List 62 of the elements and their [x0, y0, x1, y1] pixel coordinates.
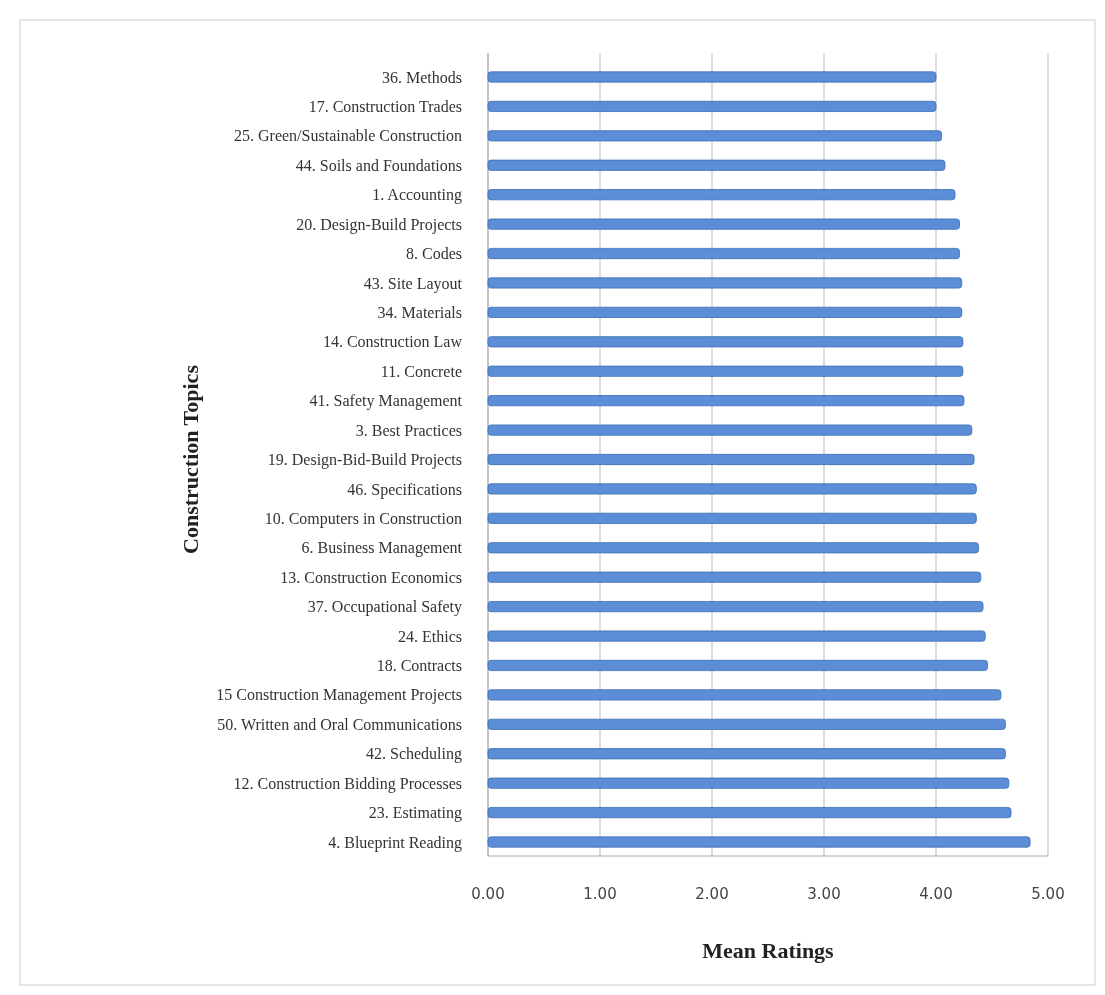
y-tick-label: 18. Contracts	[376, 657, 462, 675]
bar	[487, 189, 956, 201]
bar	[487, 365, 964, 377]
bar	[487, 807, 1012, 819]
bar	[487, 71, 937, 83]
bar	[487, 277, 963, 289]
y-tick-label: 42. Scheduling	[366, 745, 462, 764]
y-tick-label: 25. Green/Sustainable Construction	[234, 127, 462, 145]
y-tick-label: 34. Materials	[377, 303, 462, 321]
x-tick-label: 0.00	[471, 885, 505, 903]
x-axis-title: Mean Ratings	[702, 938, 835, 963]
y-tick-label: 41. Safety Management	[309, 392, 463, 411]
y-tick-label: 14. Construction Law	[322, 333, 463, 351]
y-tick-label: 19. Design-Bid-Build Projects	[267, 451, 462, 470]
bar	[487, 601, 984, 613]
bar	[487, 630, 986, 642]
bar	[487, 306, 963, 318]
bar	[487, 689, 1002, 701]
y-tick-label: 46. Specifications	[347, 480, 462, 499]
bar	[487, 718, 1006, 730]
y-tick-label: 20. Design-Build Projects	[296, 215, 462, 234]
y-tick-label: 24. Ethics	[398, 627, 462, 645]
y-tick-label: 36. Methods	[382, 68, 462, 86]
bar	[487, 777, 1010, 789]
y-tick-label: 11. Concrete	[380, 362, 462, 380]
bar	[487, 336, 964, 348]
y-tick-label: 1. Accounting	[372, 186, 462, 205]
y-tick-label: 43. Site Layout	[363, 274, 463, 293]
bar	[487, 218, 960, 230]
bar	[487, 395, 965, 407]
y-tick-label: 44. Soils and Foundations	[295, 156, 462, 174]
bar	[487, 659, 988, 672]
y-tick-label: 10. Computers in Construction	[264, 509, 462, 528]
y-tick-label: 37. Occupational Safety	[307, 598, 462, 617]
x-tick-label: 4.00	[919, 885, 953, 903]
bar	[487, 424, 973, 436]
bar	[487, 571, 982, 583]
y-tick-label: 50. Written and Oral Communications	[217, 715, 462, 733]
y-tick-label: 8. Codes	[406, 245, 462, 263]
bar	[487, 836, 1031, 848]
x-tick-label: 5.00	[1031, 885, 1065, 903]
bar	[487, 542, 979, 554]
bar	[487, 512, 977, 524]
bar	[487, 483, 977, 495]
x-tick-label: 2.00	[695, 885, 729, 903]
y-tick-label: 13. Construction Economics	[280, 568, 462, 586]
y-axis-title: Construction Topics	[178, 364, 203, 554]
y-tick-label: 23. Estimating	[368, 804, 462, 823]
bar	[487, 247, 960, 260]
y-tick-label: 12. Construction Bidding Processes	[233, 774, 462, 793]
bar	[487, 100, 937, 112]
bar	[487, 159, 946, 171]
bar	[487, 453, 975, 466]
bar	[487, 130, 942, 142]
y-tick-label: 15 Construction Management Projects	[216, 686, 462, 705]
y-tick-label: 4. Blueprint Reading	[328, 833, 462, 852]
x-tick-label: 1.00	[583, 885, 617, 903]
y-tick-label: 3. Best Practices	[355, 421, 462, 439]
x-tick-label: 3.00	[807, 885, 841, 903]
y-tick-label: 17. Construction Trades	[308, 98, 462, 115]
bar	[487, 748, 1006, 760]
y-tick-label: 6. Business Management	[301, 539, 463, 558]
